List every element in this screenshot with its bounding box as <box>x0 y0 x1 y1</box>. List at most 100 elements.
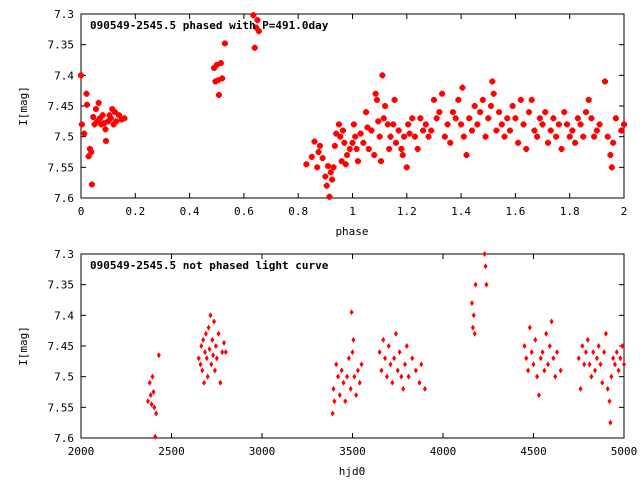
x-axis-label: phase <box>335 225 368 238</box>
data-point <box>506 127 513 134</box>
data-point <box>214 355 219 362</box>
data-point <box>254 17 261 24</box>
data-point <box>393 330 398 337</box>
data-point <box>601 78 608 85</box>
data-point <box>395 127 402 134</box>
y-tick-label: 7.4 <box>54 69 74 82</box>
data-point <box>221 339 226 346</box>
data-point <box>410 355 415 362</box>
data-point <box>489 78 496 85</box>
data-point <box>576 355 581 362</box>
data-point <box>199 343 204 349</box>
y-tick-label: 7.4 <box>54 309 74 322</box>
data-point <box>610 139 617 146</box>
data-point <box>212 318 217 325</box>
data-point <box>387 133 394 140</box>
data-point <box>212 367 217 374</box>
data-point <box>363 109 370 116</box>
data-point <box>386 343 391 349</box>
data-point <box>439 90 446 97</box>
data-point <box>331 385 336 392</box>
plot-title: 090549-2545.5 not phased light curve <box>90 259 329 272</box>
y-axis-label: I[mag] <box>17 326 30 366</box>
data-point <box>469 300 474 307</box>
x-tick-label: 0.2 <box>125 205 145 218</box>
data-point <box>428 127 435 134</box>
data-point <box>325 163 332 170</box>
data-point <box>255 28 262 35</box>
data-point <box>380 115 387 122</box>
data-point <box>390 121 397 128</box>
data-point <box>154 410 159 417</box>
data-point <box>563 121 570 128</box>
data-point <box>335 121 342 128</box>
data-point <box>210 336 215 343</box>
data-point <box>311 138 318 145</box>
data-point <box>484 281 489 288</box>
data-point <box>353 145 360 152</box>
data-point <box>479 96 486 103</box>
data-point <box>202 349 207 356</box>
data-point <box>343 398 348 405</box>
data-point <box>612 361 617 368</box>
data-point <box>348 385 353 392</box>
data-point <box>472 330 477 337</box>
data-point <box>315 149 322 155</box>
y-tick-label: 7.3 <box>54 8 74 21</box>
y-tick-label: 7.45 <box>48 340 75 353</box>
data-point <box>326 193 333 200</box>
data-point <box>458 121 465 128</box>
x-tick-label: 4000 <box>430 445 457 458</box>
data-point <box>487 103 494 109</box>
data-point <box>531 361 536 368</box>
data-point <box>515 139 522 146</box>
data-point <box>382 103 389 109</box>
data-point <box>211 64 218 71</box>
data-point <box>542 109 549 116</box>
data-point <box>91 121 98 128</box>
data-point <box>477 109 484 116</box>
data-point <box>377 349 382 356</box>
data-point <box>417 115 424 122</box>
data-point <box>612 115 619 122</box>
data-point <box>147 379 152 386</box>
data-point <box>209 361 214 368</box>
data-point <box>354 392 359 399</box>
data-point <box>113 118 120 125</box>
data-point <box>545 361 550 368</box>
data-point <box>331 142 338 149</box>
data-point <box>430 96 437 103</box>
data-point <box>357 130 364 137</box>
data-point <box>405 121 412 128</box>
data-point <box>498 121 505 128</box>
data-point <box>373 96 380 103</box>
data-point <box>404 343 409 349</box>
x-tick-label: 0.6 <box>234 205 254 218</box>
data-point <box>598 361 603 368</box>
plot-title: 090549-2545.5 phased with P=491.0day <box>90 19 329 32</box>
x-tick-label: 5000 <box>611 445 638 458</box>
data-point <box>78 72 84 79</box>
data-point <box>83 101 90 108</box>
data-point <box>338 158 345 165</box>
x-tick-label: 2 <box>621 205 628 218</box>
data-point <box>352 133 359 140</box>
data-point <box>375 118 382 125</box>
data-point <box>527 324 532 331</box>
y-tick-label: 7.55 <box>48 161 75 174</box>
data-point <box>94 118 101 125</box>
data-point <box>395 367 400 374</box>
data-point <box>336 373 341 380</box>
data-point <box>526 367 531 374</box>
data-point <box>106 112 113 119</box>
data-point <box>383 355 388 362</box>
x-tick-label: 3000 <box>249 445 276 458</box>
data-point <box>474 121 481 128</box>
data-point <box>196 355 201 362</box>
data-point <box>602 349 607 356</box>
data-point <box>150 373 155 380</box>
data-point <box>603 330 608 337</box>
data-point <box>455 96 462 103</box>
data-point <box>392 139 399 146</box>
data-point <box>596 343 601 349</box>
